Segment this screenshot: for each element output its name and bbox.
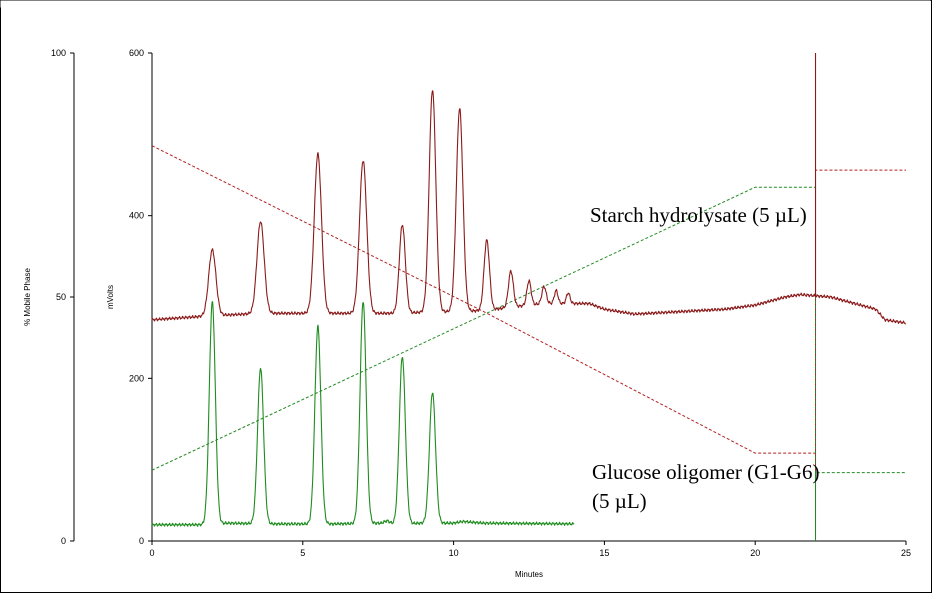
left-y-axis-label: % Mobile Phase (23, 268, 32, 326)
top-strip (0, 0, 931, 8)
right-y-tick-label: 400 (129, 211, 144, 221)
x-tick-label: 20 (750, 548, 760, 558)
starch-annotation: Starch hydrolysate (5 µL) (590, 203, 807, 227)
series-group (151, 53, 907, 541)
ticks-group: 0 5 10 15 20 25 0 50 100 0 200 400 600 (51, 48, 911, 558)
right-y-tick-label: 200 (129, 373, 144, 383)
x-tick-label: 25 (901, 548, 911, 558)
right-y-tick-label: 0 (139, 536, 144, 546)
left-y-tick-label: 100 (51, 48, 66, 58)
x-tick-label: 10 (449, 548, 459, 558)
glucose-annotation-line1: Glucose oligomer (G1-G6) (592, 460, 819, 484)
x-tick-label: 15 (599, 548, 609, 558)
glucose-annotation-line2: (5 µL) (592, 489, 647, 513)
left-y-tick-label: 50 (56, 292, 66, 302)
starch_trace-line (151, 90, 907, 325)
right-y-tick-label: 600 (129, 48, 144, 58)
glucose_trace-line (151, 301, 575, 527)
x-tick-label: 0 (149, 548, 154, 558)
left-y-tick-label: 0 (61, 536, 66, 546)
right-y-axis-label: mVolts (106, 285, 115, 309)
x-axis-label: Minutes (515, 570, 543, 579)
x-tick-label: 5 (300, 548, 305, 558)
gradient_green-line (151, 186, 906, 541)
